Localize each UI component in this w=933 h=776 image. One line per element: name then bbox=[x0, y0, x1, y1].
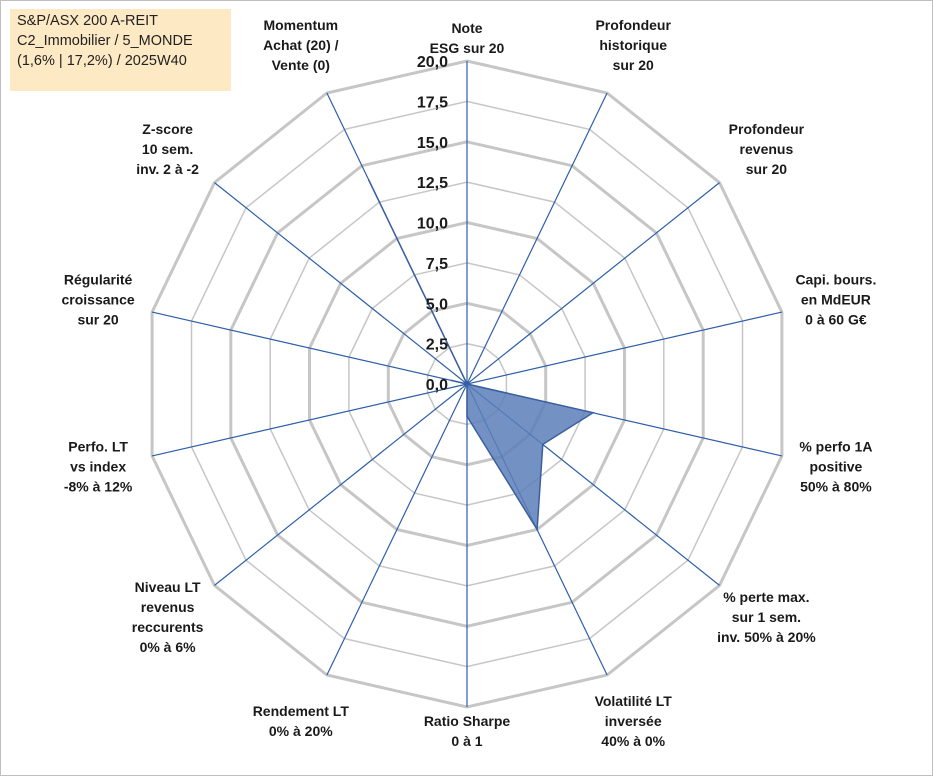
axis-label-0-line-1: ESG sur 20 bbox=[430, 40, 505, 56]
tick-layer: 0,0 2,5 5,0 7,5 10,0 12,5 15,0 17,5 20,0 bbox=[417, 54, 448, 394]
tick-label-0: 0,0 bbox=[426, 377, 448, 394]
axis-label-6: Volatilité LT inversée 40% à 0% bbox=[595, 693, 673, 749]
spoke-11 bbox=[151, 311, 468, 385]
axis-label-1-line-0: Profondeur bbox=[595, 17, 671, 33]
tick-label-8: 20,0 bbox=[417, 54, 448, 71]
axis-label-9-line-3: 0% à 6% bbox=[140, 639, 197, 655]
tick-label-5: 12,5 bbox=[417, 175, 448, 192]
axis-label-11-line-1: croissance bbox=[62, 292, 135, 308]
axis-label-12-line-0: Z-score bbox=[142, 121, 193, 137]
axis-label-13-line-1: Achat (20) / bbox=[263, 37, 339, 53]
axis-label-2-line-1: revenus bbox=[740, 141, 794, 157]
axis-label-9-line-1: revenus bbox=[141, 599, 195, 615]
axis-label-8: Rendement LT 0% à 20% bbox=[253, 703, 350, 739]
title-line-1: S&P/ASX 200 A-REIT bbox=[17, 13, 159, 29]
axis-label-8-line-1: 0% à 20% bbox=[269, 723, 333, 739]
axis-label-5-line-2: inv. 50% à 20% bbox=[717, 629, 816, 645]
series-point-7 bbox=[466, 415, 468, 418]
series-point-4 bbox=[592, 411, 594, 414]
axis-label-6-line-2: 40% à 0% bbox=[601, 733, 665, 749]
series-point-6 bbox=[536, 528, 538, 531]
spoke-3 bbox=[466, 311, 783, 385]
spoke-8 bbox=[326, 383, 468, 676]
spoke-1 bbox=[466, 92, 608, 385]
tick-label-3: 7,5 bbox=[426, 256, 448, 273]
axis-label-1-line-1: historique bbox=[599, 37, 667, 53]
axis-label-6-line-1: inversée bbox=[605, 713, 662, 729]
axis-label-3: Capi. bours. en MdEUR 0 à 60 G€ bbox=[795, 272, 876, 328]
tick-label-1: 2,5 bbox=[426, 337, 448, 354]
title-line-3: (1,6% | 17,2%) / 2025W40 bbox=[17, 53, 187, 69]
axis-label-4-line-2: 50% à 80% bbox=[800, 478, 872, 494]
tick-label-7: 17,5 bbox=[417, 94, 448, 111]
series-area-0 bbox=[368, 179, 595, 532]
spoke-10 bbox=[151, 383, 468, 457]
axis-label-9: Niveau LT revenus reccurents 0% à 6% bbox=[132, 579, 204, 655]
axis-label-0: Note ESG sur 20 bbox=[430, 20, 505, 56]
axis-label-12: Z-score 10 sem. inv. 2 à -2 bbox=[136, 121, 199, 177]
axis-label-0-line-0: Note bbox=[451, 20, 482, 36]
axis-label-1-line-2: sur 20 bbox=[613, 57, 654, 73]
series-point-12 bbox=[466, 383, 468, 385]
axis-label-5-line-1: sur 1 sem. bbox=[732, 609, 801, 625]
series-layer bbox=[368, 179, 595, 532]
axis-label-10-line-0: Perfo. LT bbox=[68, 438, 128, 454]
axis-label-4: % perfo 1A positive 50% à 80% bbox=[799, 438, 872, 494]
axis-label-9-line-0: Niveau LT bbox=[135, 579, 201, 595]
axis-label-11: Régularité croissance sur 20 bbox=[62, 272, 135, 328]
axis-label-13-line-0: Momentum bbox=[263, 17, 338, 33]
axis-label-5-line-0: % perte max. bbox=[723, 589, 809, 605]
axis-label-12-line-2: inv. 2 à -2 bbox=[136, 161, 199, 177]
axis-label-10-line-2: -8% à 12% bbox=[64, 478, 133, 494]
title-box: S&P/ASX 200 A-REIT C2_Immobilier / 5_MON… bbox=[10, 9, 231, 91]
axis-label-12-line-1: 10 sem. bbox=[142, 141, 193, 157]
axis-label-11-line-2: sur 20 bbox=[77, 312, 118, 328]
title-line-2: C2_Immobilier / 5_MONDE bbox=[17, 33, 193, 49]
axis-label-2-line-2: sur 20 bbox=[746, 161, 787, 177]
axis-label-9-line-2: reccurents bbox=[132, 619, 204, 635]
axis-label-13: Momentum Achat (20) / Vente (0) bbox=[263, 17, 339, 73]
series-point-5 bbox=[542, 443, 544, 446]
axis-label-6-line-0: Volatilité LT bbox=[595, 693, 673, 709]
axis-label-7: Ratio Sharpe 0 à 1 bbox=[424, 713, 511, 749]
axis-label-7-line-0: Ratio Sharpe bbox=[424, 713, 511, 729]
axis-label-8-line-0: Rendement LT bbox=[253, 703, 350, 719]
spoke-12 bbox=[214, 182, 468, 385]
axis-label-4-line-0: % perfo 1A bbox=[799, 438, 872, 454]
axis-label-11-line-0: Régularité bbox=[64, 272, 133, 288]
axis-label-10-line-1: vs index bbox=[70, 458, 126, 474]
axis-label-2-line-0: Profondeur bbox=[729, 121, 805, 137]
axis-label-3-line-2: 0 à 60 G€ bbox=[805, 312, 867, 328]
series-point-13 bbox=[368, 179, 370, 182]
tick-label-2: 5,0 bbox=[426, 296, 448, 313]
axis-label-5: % perte max. sur 1 sem. inv. 50% à 20% bbox=[717, 589, 816, 645]
axis-label-layer: Note ESG sur 20 Profondeur historique sur 20… bbox=[62, 17, 877, 749]
axis-label-10: Perfo. LT vs index -8% à 12% bbox=[64, 438, 133, 494]
tick-label-4: 10,0 bbox=[417, 216, 448, 233]
series-point-11 bbox=[450, 379, 453, 382]
axis-label-2: Profondeur revenus sur 20 bbox=[729, 121, 805, 177]
axis-label-4-line-1: positive bbox=[809, 458, 862, 474]
axis-label-3-line-1: en MdEUR bbox=[801, 292, 871, 308]
spoke-9 bbox=[214, 383, 468, 586]
spoke-2 bbox=[466, 182, 720, 385]
axis-label-3-line-0: Capi. bours. bbox=[795, 272, 876, 288]
axis-label-7-line-1: 0 à 1 bbox=[451, 733, 482, 749]
tick-label-6: 15,0 bbox=[417, 135, 448, 152]
axis-label-13-line-2: Vente (0) bbox=[272, 57, 330, 73]
axis-label-1: Profondeur historique sur 20 bbox=[595, 17, 671, 73]
